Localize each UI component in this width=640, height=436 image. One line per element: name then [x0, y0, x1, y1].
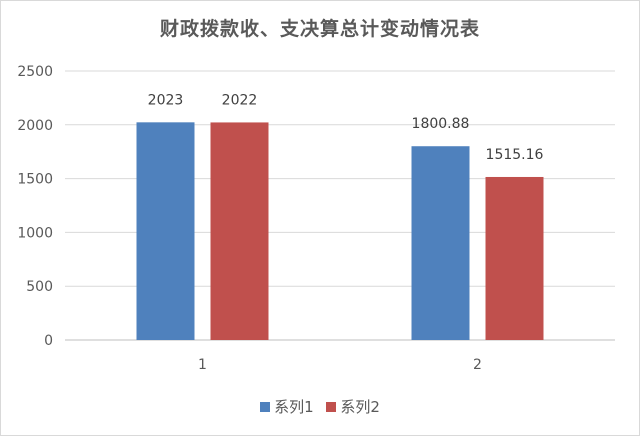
data-label: 2023: [148, 92, 184, 108]
chart-title: 财政拨款收、支决算总计变动情况表: [159, 18, 480, 40]
y-tick-label: 500: [26, 279, 53, 295]
bar: [136, 122, 195, 341]
y-tick-label: 2500: [17, 64, 53, 80]
legend-label-series-2: 系列2: [340, 398, 380, 416]
data-label: 1515.16: [486, 147, 544, 163]
legend-swatch-series-2: [326, 402, 337, 412]
y-tick-label: 0: [44, 333, 53, 349]
bar: [485, 176, 544, 340]
x-tick-label: 2: [473, 357, 482, 373]
legend-swatch-series-1: [260, 402, 271, 412]
x-tick-label: 1: [198, 357, 207, 373]
legend-item-series-2: 系列2: [326, 396, 380, 417]
y-tick-label: 2000: [17, 118, 53, 134]
y-tick-label: 1500: [17, 172, 53, 188]
bar: [210, 122, 269, 340]
y-tick-label: 1000: [17, 225, 53, 241]
legend: 系列1 系列2: [0, 396, 640, 417]
legend-item-series-1: 系列1: [260, 396, 314, 417]
data-label: 2022: [222, 92, 258, 108]
bar: [411, 146, 470, 340]
data-label: 1800.88: [412, 116, 470, 132]
legend-label-series-1: 系列1: [274, 398, 314, 416]
